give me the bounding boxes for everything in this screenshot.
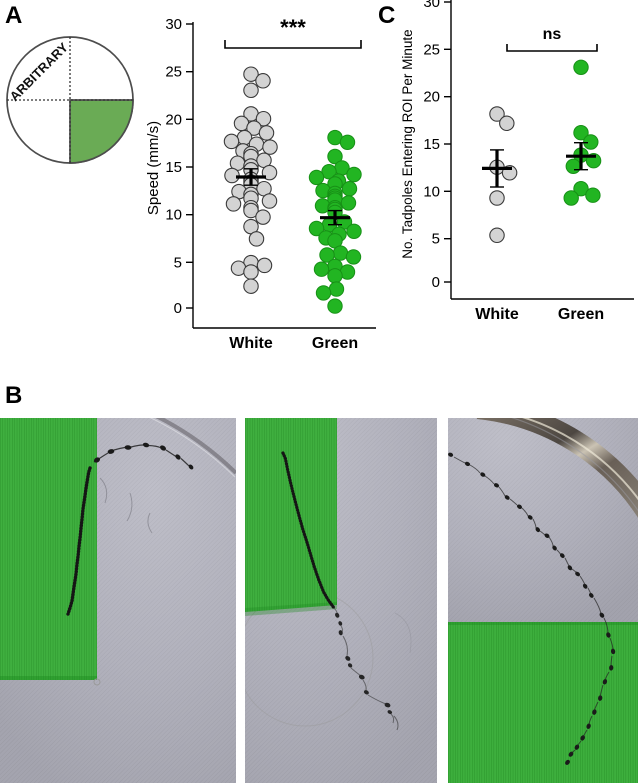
svg-text:10: 10 — [423, 183, 440, 200]
svg-text:15: 15 — [165, 159, 182, 176]
svg-text:10: 10 — [165, 207, 182, 224]
svg-text:20: 20 — [423, 89, 440, 106]
svg-text:25: 25 — [165, 64, 182, 81]
svg-text:30: 30 — [423, 0, 440, 11]
svg-text:White: White — [229, 335, 273, 352]
svg-text:5: 5 — [174, 254, 182, 271]
svg-text:ns: ns — [543, 26, 562, 43]
svg-text:Green: Green — [558, 306, 604, 323]
svg-text:White: White — [475, 306, 519, 323]
svg-text:No. Tadpoles Entering ROI Per: No. Tadpoles Entering ROI Per Minute — [400, 29, 415, 258]
svg-text:Speed (mm/s): Speed (mm/s) — [145, 121, 162, 215]
svg-text:15: 15 — [423, 136, 440, 153]
svg-text:20: 20 — [165, 111, 182, 128]
svg-text:Green: Green — [312, 335, 358, 352]
svg-text:0: 0 — [174, 300, 182, 317]
svg-text:30: 30 — [165, 16, 182, 33]
svg-text:0: 0 — [432, 274, 440, 291]
svg-text:25: 25 — [423, 41, 440, 58]
svg-text:***: *** — [280, 15, 306, 40]
svg-text:5: 5 — [432, 231, 440, 248]
